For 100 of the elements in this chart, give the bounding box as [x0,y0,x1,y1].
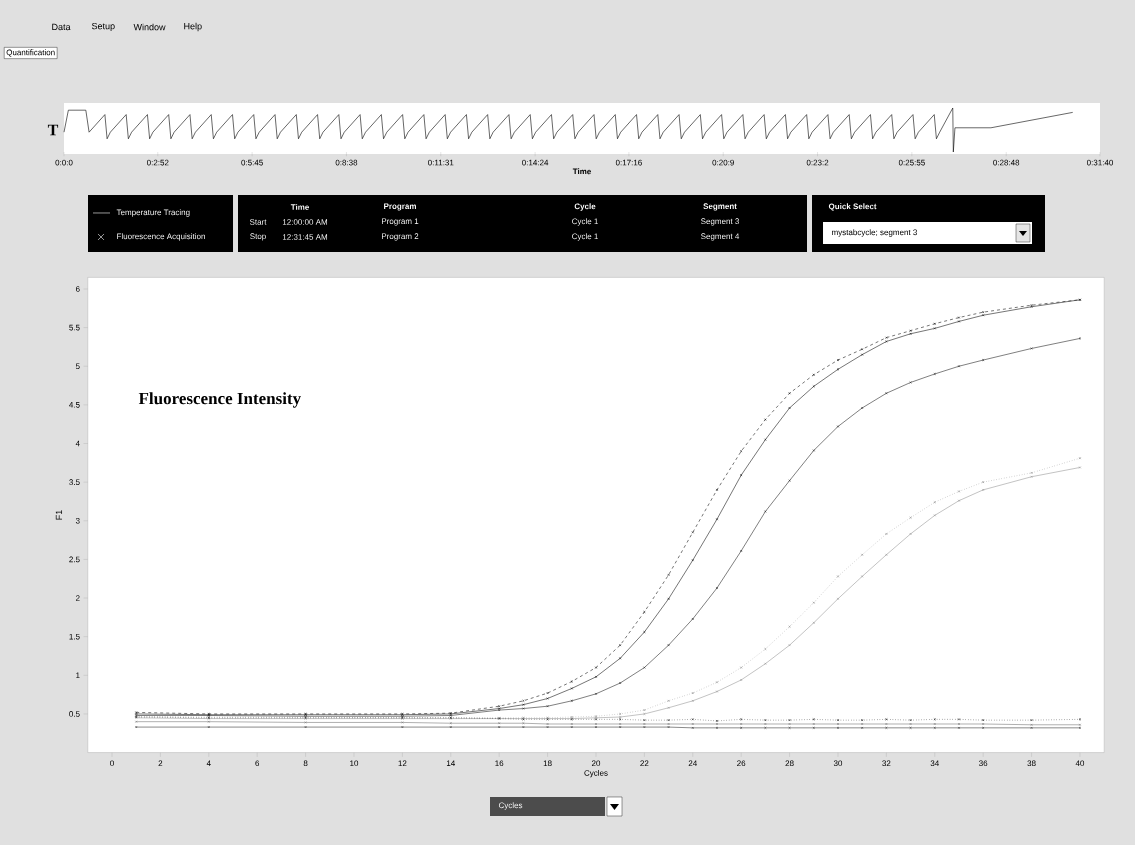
text: Cycle [574,203,596,211]
point [957,316,961,319]
point [788,722,791,726]
text: Time [290,204,309,210]
point [981,314,985,317]
point [957,718,961,721]
point [860,726,864,730]
y-axis-title: F1 [55,510,63,520]
point [1078,337,1082,340]
x-tick-label: 0:28:48 [993,159,1020,166]
point [981,358,985,362]
x-tick-label: 0:17:16 [615,159,642,166]
x-tick-label: 0:5:45 [241,159,263,166]
point [715,690,719,693]
x-tick-label: 0:20:9 [712,159,734,166]
annotation: Fluorescence Intensity [138,392,301,408]
point [1078,726,1082,730]
point [957,490,961,493]
y-tick-label: 4 [75,440,80,447]
point [933,322,936,325]
point [788,625,791,628]
point [885,392,888,395]
point [594,675,598,679]
point [836,597,840,601]
point [957,499,961,502]
text: Help [184,22,202,32]
point [643,712,646,716]
x-tick-label: 0:11:31 [428,159,454,166]
y-tick-label: 3 [75,517,80,524]
text: Program 2 [381,233,419,241]
x-tick-label: 34 [930,760,939,767]
point [497,725,501,729]
x-tick-label: 0:0:0 [55,159,73,166]
point [812,373,815,376]
point [933,718,936,721]
x-tick-label: 32 [882,760,891,767]
x-tick-label: 18 [543,760,552,767]
x-tick-label: 14 [446,760,456,766]
x-tick-label: 22 [640,760,649,766]
point [981,726,985,730]
point [788,392,791,395]
point [667,718,670,722]
y-tick-label: 5 [75,363,80,370]
point [788,718,791,722]
x-tick-label: 8 [303,760,308,767]
point [643,718,646,722]
point [134,725,138,729]
point [134,720,138,723]
point [449,722,453,725]
point [570,687,574,690]
point [401,721,404,724]
point [885,340,888,343]
point [570,699,574,703]
point [933,726,936,730]
x-tick-label: 0:8:38 [335,159,358,166]
point [764,722,767,726]
point [207,725,211,729]
text: Data [52,23,71,31]
y-tick-label: 0.5 [69,711,80,717]
text: Stop [250,233,266,241]
point [788,406,791,410]
x-tick-label: 2 [158,760,163,766]
point [594,692,598,696]
x-tick-label: 12 [398,760,407,766]
point [1078,723,1082,726]
point [885,722,888,726]
point [812,601,815,604]
point [715,681,719,684]
y-tick-label: 4.5 [69,402,80,408]
text: Program 1 [381,218,419,226]
point [764,647,767,651]
point [909,332,912,336]
point [909,329,912,332]
text: Cycle 1 [572,218,598,226]
point [739,722,743,726]
text: Segment [703,203,737,211]
y-tick-label: 1.5 [69,633,80,640]
point [691,726,694,730]
text: Fluorescence Acquisition [117,233,205,241]
x-tick-label: 30 [833,760,843,767]
point [788,479,791,482]
point [933,501,936,504]
point [981,722,985,726]
x-tick-label: 16 [495,760,504,767]
text: Program [384,203,416,211]
text: Cycle 1 [572,233,598,241]
x-tick-label: 10 [350,760,359,767]
text: Setup [91,22,115,32]
point [1030,471,1033,475]
point [570,680,574,683]
point [764,662,767,665]
text: Segment 4 [701,233,740,241]
x-tick-label: 26 [737,760,746,767]
y-tick-label: 3.5 [69,479,80,485]
point [739,726,743,730]
point [594,666,598,669]
point [957,365,961,368]
point [1078,466,1082,469]
x-axis-title: Time [572,168,591,175]
x-tick-label: 0:25:55 [898,159,925,166]
